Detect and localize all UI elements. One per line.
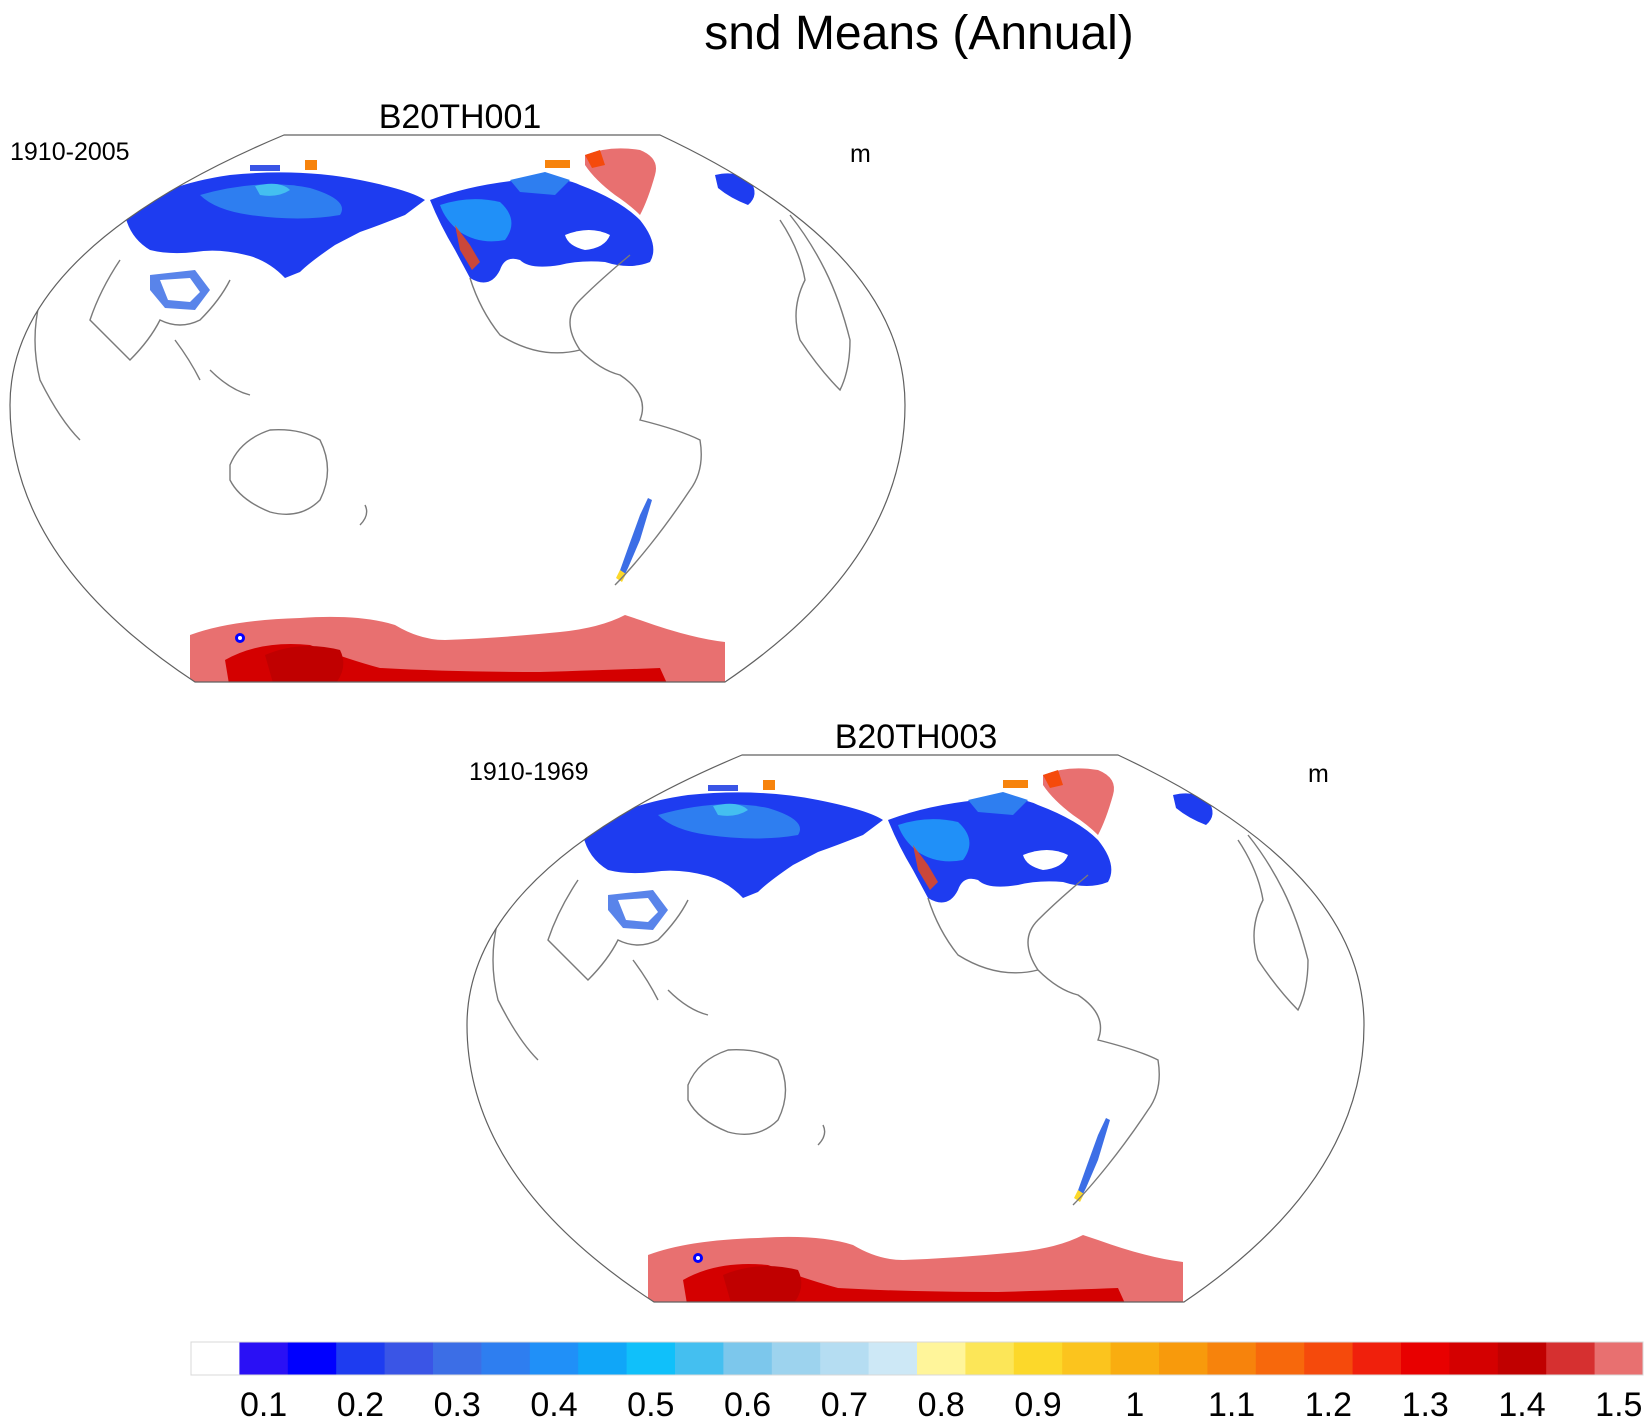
colorbar-swatch — [1594, 1342, 1644, 1375]
colorbar-swatch — [1207, 1342, 1257, 1375]
colorbar-tick-label: 0.3 — [434, 1386, 481, 1423]
colorbar-tick-label: 0.5 — [627, 1386, 674, 1423]
colorbar-swatch — [578, 1342, 628, 1375]
colorbar-swatch — [336, 1342, 386, 1375]
colorbar-swatch — [1352, 1342, 1402, 1375]
colorbar-tick-label: 1.1 — [1208, 1386, 1255, 1423]
colorbar-swatch — [1255, 1342, 1305, 1375]
colorbar-swatch — [868, 1342, 918, 1375]
panel1-units: m — [850, 140, 871, 168]
colorbar-swatch — [1497, 1342, 1547, 1375]
colorbar-swatch — [1401, 1342, 1450, 1375]
colorbar-tick-label: 1.3 — [1402, 1386, 1449, 1423]
colorbar-swatch — [1449, 1342, 1499, 1375]
main-title: snd Means (Annual) — [704, 7, 1134, 60]
panel1-period: 1910-2005 — [10, 138, 130, 166]
panel2-units: m — [1308, 760, 1329, 788]
panel2-period: 1910-1969 — [469, 758, 589, 786]
colorbar-swatch — [433, 1342, 482, 1375]
colorbar-swatch — [191, 1342, 240, 1375]
colorbar-swatch — [723, 1342, 773, 1375]
colorbar-outline — [190, 1341, 1644, 1376]
colorbar-swatch — [1110, 1342, 1160, 1375]
colorbar-swatch — [1062, 1342, 1112, 1375]
colorbar-swatch — [771, 1342, 821, 1375]
colorbar-tick-label: 0.6 — [724, 1386, 771, 1423]
colorbar-swatch — [1546, 1342, 1596, 1375]
colorbar-tick-label: 1 — [1125, 1386, 1144, 1423]
colorbar-swatch — [917, 1342, 966, 1375]
colorbar-tick-label: 0.7 — [821, 1386, 868, 1423]
colorbar-swatch — [965, 1342, 1015, 1375]
map-panel-1 — [9, 134, 906, 683]
panel2-title: B20TH003 — [834, 718, 998, 756]
colorbar-swatch — [529, 1342, 579, 1375]
map-panel-2 — [466, 754, 1365, 1303]
colorbar-tick-label: 0.1 — [240, 1386, 287, 1423]
colorbar-tick-label: 0.8 — [918, 1386, 965, 1423]
colorbar-swatch — [481, 1342, 531, 1375]
colorbar-swatch — [384, 1342, 434, 1375]
colorbar-swatch — [675, 1342, 724, 1375]
colorbar-swatch — [1013, 1342, 1063, 1375]
colorbar-swatch — [287, 1342, 337, 1375]
colorbar-swatch — [1304, 1342, 1354, 1375]
colorbar-tick-label: 0.2 — [337, 1386, 384, 1423]
colorbar-tick-label: 1.5 — [1595, 1386, 1642, 1423]
panel1-title: B20TH001 — [378, 98, 542, 136]
colorbar-swatch — [820, 1342, 870, 1375]
colorbar-swatch — [1159, 1342, 1208, 1375]
colorbar-tick-label: 0.4 — [530, 1386, 577, 1423]
colorbar-tick-label: 1.2 — [1305, 1386, 1352, 1423]
colorbar-swatch — [239, 1342, 289, 1375]
colorbar-tick-label: 1.4 — [1498, 1386, 1545, 1423]
colorbar-swatch — [626, 1342, 676, 1375]
colorbar: 0.1 0.2 0.3 0.4 0.5 0.6 0.7 0.8 0.9 1 1.1 1.2 1.3 1.4… — [190, 1341, 1644, 1423]
colorbar-tick-label: 0.9 — [1014, 1386, 1061, 1423]
